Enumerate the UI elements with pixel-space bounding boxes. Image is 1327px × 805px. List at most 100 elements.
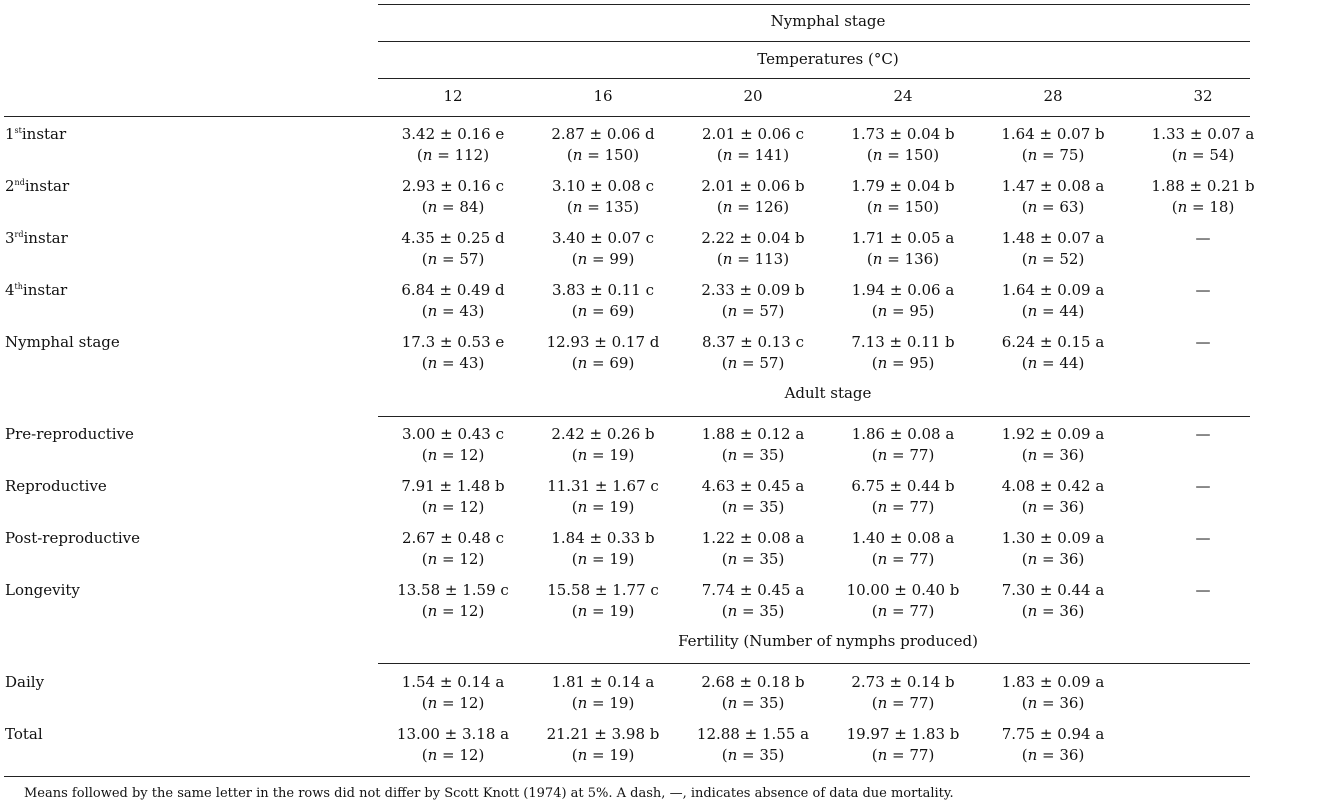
temperature-header-28: 28	[1043, 87, 1063, 105]
paren-close: )	[778, 602, 785, 620]
n-symbol: n	[727, 550, 738, 568]
equals-sign: =	[882, 250, 905, 268]
table-cell: 1.84 ± 0.33 b (n = 19)	[528, 528, 678, 570]
paren-open: (	[571, 250, 578, 268]
paren-open: (	[871, 302, 878, 320]
equals-sign: =	[737, 694, 760, 712]
row-label-text: instar	[23, 229, 68, 247]
n-symbol: n	[1027, 446, 1038, 464]
n-value: 57	[459, 250, 479, 268]
paren-open: (	[1021, 446, 1028, 464]
table-cell: 3.83 ± 0.11 c (n = 69)	[528, 280, 678, 322]
equals-sign: =	[887, 694, 910, 712]
n-value: 77	[909, 694, 929, 712]
cell-sample-size: (n = 44)	[978, 353, 1128, 374]
row-label: Daily	[5, 673, 45, 691]
cell-sample-size: (n = 35)	[678, 693, 828, 714]
cell-mean: 3.42 ± 0.16 e	[401, 125, 505, 143]
cell-sample-size: (n = 12)	[378, 549, 528, 570]
paren-open: (	[721, 446, 728, 464]
equals-sign: =	[437, 302, 460, 320]
n-value: 69	[609, 302, 629, 320]
cell-mean: 3.83 ± 0.11 c	[551, 281, 655, 299]
n-value: 112	[454, 146, 484, 164]
equals-sign: =	[587, 354, 610, 372]
row-label: 2ndinstar	[5, 176, 69, 197]
cell-mean: 3.10 ± 0.08 c	[551, 177, 655, 195]
equals-sign: =	[1187, 198, 1210, 216]
equals-sign: =	[887, 354, 910, 372]
paren-close: )	[628, 746, 635, 764]
paren-close: )	[478, 602, 485, 620]
cell-sample-size: (n = 112)	[378, 145, 528, 166]
equals-sign: =	[1037, 250, 1060, 268]
paren-close: )	[1078, 550, 1085, 568]
equals-sign: =	[437, 354, 460, 372]
table-cell: 11.31 ± 1.67 c (n = 19)	[528, 476, 678, 518]
table-cell: 7.30 ± 0.44 a (n = 36)	[978, 580, 1128, 622]
equals-sign: =	[437, 746, 460, 764]
cell-mean: 2.33 ± 0.09 b	[701, 281, 805, 299]
n-value: 136	[904, 250, 934, 268]
cell-sample-size: (n = 35)	[678, 745, 828, 766]
n-value: 75	[1059, 146, 1079, 164]
equals-sign: =	[437, 694, 460, 712]
n-symbol: n	[1027, 302, 1038, 320]
paren-close: )	[778, 746, 785, 764]
paren-open: (	[1021, 146, 1028, 164]
paren-close: )	[478, 498, 485, 516]
n-symbol: n	[1177, 198, 1188, 216]
table-cell: 3.42 ± 0.16 e (n = 112)	[378, 124, 528, 166]
cell-sample-size: (n = 69)	[528, 301, 678, 322]
section-rule	[378, 663, 1250, 664]
header-bottom-rule	[4, 116, 1250, 117]
cell-mean: 1.73 ± 0.04 b	[851, 125, 955, 143]
cell-sample-size: (n = 35)	[678, 549, 828, 570]
paren-open: (	[421, 446, 428, 464]
cell-sample-size: (n = 19)	[528, 497, 678, 518]
equals-sign: =	[1037, 498, 1060, 516]
n-value: 35	[759, 694, 779, 712]
paren-open: (	[571, 550, 578, 568]
cell-mean: 1.33 ± 0.07 a	[1151, 125, 1255, 143]
equals-sign: =	[1187, 146, 1210, 164]
cell-mean: 21.21 ± 3.98 b	[546, 725, 660, 743]
paren-close: )	[1078, 198, 1085, 216]
stage-rule	[378, 41, 1250, 42]
n-symbol: n	[727, 498, 738, 516]
n-symbol: n	[872, 250, 883, 268]
row-label: Reproductive	[5, 477, 107, 495]
cell-mean: 11.31 ± 1.67 c	[547, 477, 659, 495]
row-label: Pre-reproductive	[5, 425, 134, 443]
n-symbol: n	[1027, 694, 1038, 712]
table-bottom-rule	[4, 776, 1250, 777]
temperature-header-16: 16	[593, 87, 613, 105]
table-cell: 2.73 ± 0.14 b (n = 77)	[828, 672, 978, 714]
table-cell: 1.48 ± 0.07 a (n = 52)	[978, 228, 1128, 270]
cell-sample-size: (n = 141)	[678, 145, 828, 166]
table-cell: 19.97 ± 1.83 b (n = 77)	[828, 724, 978, 766]
paren-open: (	[721, 550, 728, 568]
paren-open: (	[421, 746, 428, 764]
equals-sign: =	[887, 446, 910, 464]
n-value: 57	[759, 302, 779, 320]
cell-sample-size: (n = 19)	[528, 693, 678, 714]
table-cell: 4.08 ± 0.42 a (n = 36)	[978, 476, 1128, 518]
equals-sign: =	[437, 498, 460, 516]
paren-open: (	[1171, 198, 1178, 216]
n-symbol: n	[1027, 198, 1038, 216]
paren-open: (	[721, 302, 728, 320]
section-heading: Fertility (Number of nymphs produced)	[678, 632, 978, 650]
paren-open: (	[1021, 198, 1028, 216]
table-cell: 7.13 ± 0.11 b (n = 95)	[828, 332, 978, 374]
paren-close: )	[628, 602, 635, 620]
paren-close: )	[928, 602, 935, 620]
cell-mean: 4.63 ± 0.45 a	[701, 477, 805, 495]
table-cell: 10.00 ± 0.40 b (n = 77)	[828, 580, 978, 622]
temperature-rule	[378, 78, 1250, 79]
n-value: 19	[609, 694, 629, 712]
table-cell: 3.00 ± 0.43 c (n = 12)	[378, 424, 528, 466]
cell-mean: 1.71 ± 0.05 a	[851, 229, 955, 247]
equals-sign: =	[882, 198, 905, 216]
section-heading: Adult stage	[784, 384, 872, 402]
